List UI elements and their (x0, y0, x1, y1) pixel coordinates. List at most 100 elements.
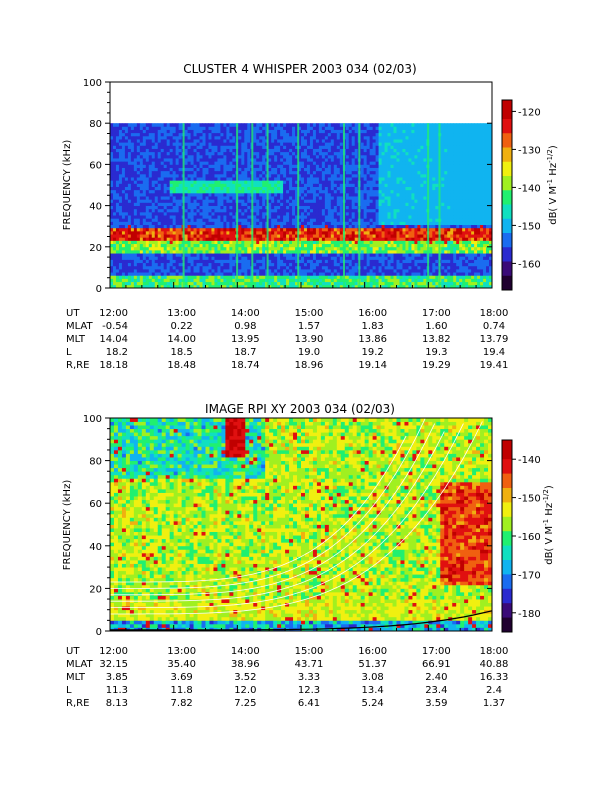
spectrogram-cell (202, 199, 206, 203)
spectrogram-cell (157, 221, 162, 226)
spectrogram-cell (169, 284, 174, 289)
spectrogram-cell (309, 227, 314, 232)
spectrogram-cell (226, 148, 230, 153)
spectrogram-cell (223, 158, 227, 162)
spectrogram-cell (262, 177, 266, 181)
spectrogram-cell (309, 164, 314, 168)
spectrogram-cell (199, 259, 203, 264)
spectrogram-cell (184, 230, 188, 235)
spectrogram-cell (345, 224, 350, 229)
spectrogram-cell (217, 227, 221, 232)
spectrogram-cell (268, 259, 272, 264)
spectrogram-cell (366, 208, 371, 213)
spectrogram-cell (274, 284, 278, 289)
spectrogram-cell (372, 208, 377, 213)
spectrogram-cell (199, 192, 203, 197)
spectrogram-cell (148, 218, 153, 222)
spectrogram-cell (223, 243, 227, 248)
spectrogram-cell (178, 196, 183, 200)
spectrogram-cell (247, 123, 251, 127)
spectrogram-cell (178, 253, 183, 257)
spectrogram-cell (375, 211, 379, 216)
spectrogram-cell (384, 205, 388, 210)
spectrogram-cell (268, 126, 272, 130)
spectrogram-cell (193, 186, 197, 191)
spectrogram-cell (187, 208, 191, 213)
spectrogram-cell (160, 246, 165, 251)
spectrogram-cell (306, 158, 311, 162)
spectrogram-cell (360, 221, 365, 226)
spectrogram-cell (363, 139, 368, 143)
spectrogram-cell (333, 161, 338, 165)
spectrogram-cell (306, 123, 311, 127)
spectrogram-cell (268, 135, 272, 140)
spectrogram-cell (211, 275, 215, 279)
spectrogram-cell (244, 275, 248, 279)
spectrogram-cell (115, 173, 120, 178)
spectrogram-cell (354, 281, 359, 286)
spectrogram-cell (187, 265, 191, 270)
spectrogram-cell (324, 132, 329, 137)
spectrogram-cell (277, 265, 281, 270)
spectrogram-cell (280, 259, 284, 264)
spectrogram-cell (199, 281, 203, 286)
spectrogram-cell (393, 227, 397, 232)
spectrogram-cell (324, 234, 329, 238)
spectrogram-cell (354, 230, 359, 235)
spectrogram-cell (124, 154, 129, 159)
spectrogram-cell (339, 145, 344, 149)
spectrogram-cell (256, 272, 260, 276)
spectrogram-cell (271, 243, 275, 248)
spectrogram-cell (351, 224, 356, 229)
spectrogram-cell (372, 237, 377, 241)
spectrogram-cell (298, 199, 302, 203)
spectrogram-cell (301, 275, 305, 279)
spectrogram-cell (190, 192, 194, 197)
spectrogram-cell (253, 278, 257, 283)
spectrogram-cell (390, 249, 394, 254)
spectrogram-cell (351, 253, 356, 257)
spectrogram-cell (169, 186, 174, 191)
spectrogram-cell (354, 164, 359, 168)
spectrogram-cell (298, 123, 302, 127)
spectrogram-cell (178, 192, 183, 197)
spectrogram-cell (154, 234, 159, 238)
spectrogram-cell (387, 177, 391, 181)
spectrogram-cell (369, 183, 374, 187)
spectrogram-cell (223, 230, 227, 235)
spectrogram-cell (289, 177, 293, 181)
spectrogram-cell (202, 246, 206, 251)
spectrogram-cell (202, 123, 206, 127)
spectrogram-cell (130, 268, 135, 273)
spectrogram-cell (163, 262, 168, 267)
spectrogram-cell (199, 253, 203, 257)
spectrogram-cell (208, 161, 212, 165)
spectrogram-cell (306, 208, 311, 213)
spectrogram-cell (238, 186, 242, 191)
spectrogram-cell (360, 227, 365, 232)
spectrogram-cell (247, 249, 251, 254)
spectrogram-cell (256, 199, 260, 203)
spectrogram-cell (289, 240, 293, 245)
spectrogram-cell (118, 224, 123, 229)
spectrogram-cell (303, 186, 308, 191)
spectrogram-cell (217, 129, 221, 134)
spectrogram-cell (148, 243, 153, 248)
spectrogram-cell (244, 246, 248, 251)
spectrogram-cell (372, 180, 377, 184)
spectrogram-cell (247, 126, 251, 130)
spectrogram-cell (142, 135, 147, 140)
spectrogram-cell (169, 189, 174, 194)
spectrogram-cell (223, 272, 227, 276)
spectrogram-cell (178, 237, 183, 241)
spectrogram-cell (363, 167, 368, 172)
spectrogram-cell (211, 161, 215, 165)
spectrogram-cell (139, 173, 144, 178)
spectrogram-cell (112, 268, 117, 273)
spectrogram-cell (375, 243, 379, 248)
spectrogram-cell (211, 148, 215, 153)
spectrogram-cell (220, 142, 224, 146)
spectrogram-cell (315, 177, 320, 181)
spectrogram-cell (330, 262, 335, 267)
spectrogram-cell (274, 237, 278, 241)
